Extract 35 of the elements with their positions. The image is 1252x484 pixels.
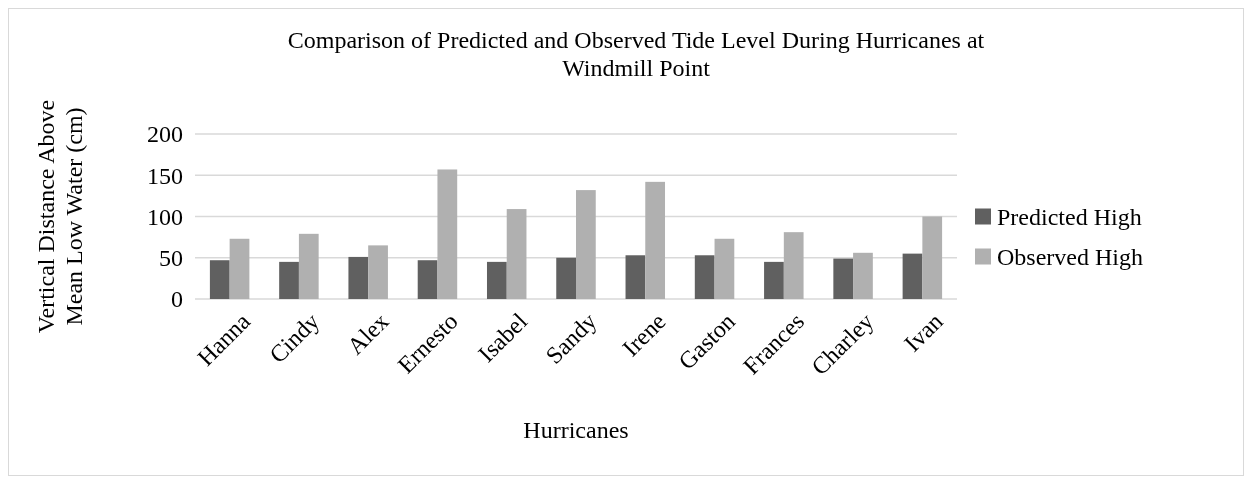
bar	[417, 260, 438, 299]
chart-title: Comparison of Predicted and Observed Tide Level During Hurricanes at Windmill Point	[287, 27, 985, 81]
x-axis-title: Hurricanes	[523, 417, 629, 443]
y-tick-label: 0	[171, 286, 183, 313]
bar	[209, 260, 230, 299]
bar	[714, 238, 735, 299]
bar	[902, 253, 923, 299]
bar	[556, 257, 576, 299]
y-tick-label: 200	[147, 121, 183, 148]
y-tick-label: 100	[147, 203, 183, 230]
bar	[576, 190, 596, 299]
bar	[368, 245, 388, 299]
bar	[833, 258, 854, 299]
bar	[437, 169, 458, 299]
bar	[348, 256, 369, 299]
bar	[694, 255, 715, 299]
bar	[486, 261, 507, 299]
bar	[645, 181, 666, 299]
legend-label: Predicted High	[997, 203, 1142, 230]
bar	[298, 233, 319, 299]
bar	[506, 209, 527, 299]
bar	[783, 232, 804, 299]
bar	[625, 255, 646, 299]
bar	[229, 238, 250, 299]
y-tick-label: 50	[159, 245, 183, 272]
x-tick-label: Ivan	[899, 308, 948, 357]
bar	[279, 261, 299, 299]
y-axis-title: Vertical Distance Above Mean Low Water (cm)	[33, 99, 87, 334]
x-tick-label: Irene	[617, 308, 671, 362]
x-tick-label: Alex	[342, 308, 394, 360]
legend-label: Observed High	[997, 243, 1143, 270]
bar	[853, 252, 873, 299]
bar	[922, 216, 943, 299]
bar	[764, 261, 784, 299]
y-tick-label: 150	[147, 162, 183, 189]
